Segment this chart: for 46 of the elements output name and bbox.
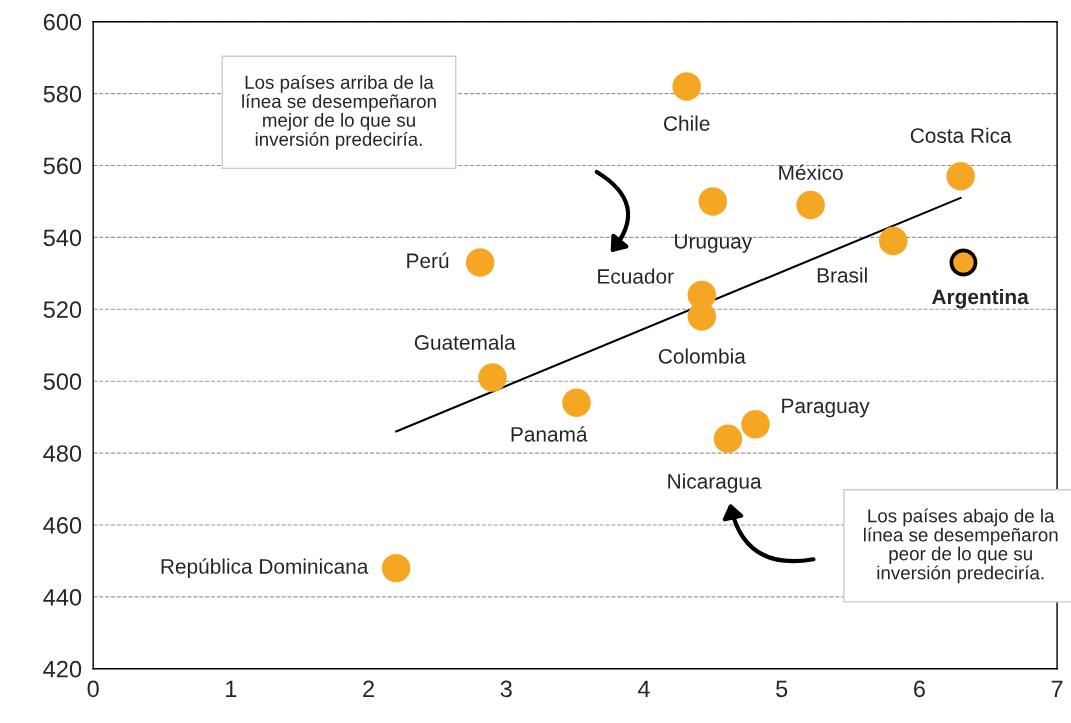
x-tick-label: 0 [87, 680, 99, 698]
annotation: Guatemala [414, 334, 516, 350]
annotation: República Dominicana [161, 558, 369, 578]
annotation: Los países arriba de la línea se desempeñaron mejor de lo que su inversión predeciría. [242, 74, 436, 150]
annotation: Ecuador [598, 268, 674, 284]
annotation: Brasil [817, 267, 867, 283]
annotation: Costa Rica [910, 127, 1012, 143]
x-tick-label: 2 [363, 680, 374, 697]
point [672, 72, 701, 101]
point [562, 388, 591, 417]
annotation: Colombia [658, 348, 746, 364]
annotation: Paraguay [782, 398, 870, 418]
y-tick-label: 540 [43, 229, 82, 247]
y-tick-label: 480 [43, 445, 82, 462]
point [478, 363, 507, 392]
annotation: Los países abajo de la línea se desempeñaron peor de lo que su inversión predeciría. [863, 508, 1058, 584]
x-tick-label: 6 [914, 680, 925, 698]
point [687, 302, 717, 331]
y-tick-label: 500 [43, 373, 82, 390]
y-tick-label: 440 [43, 588, 82, 606]
y-tick-label: 600 [43, 13, 82, 31]
point [381, 553, 411, 583]
y-tick-label: 560 [43, 157, 82, 175]
x-tick-label: 3 [500, 680, 512, 698]
annotation: Panamá [511, 426, 588, 442]
annotation: Argentina [932, 288, 1029, 309]
x-tick-label: 5 [776, 680, 788, 698]
annotation: México [779, 164, 843, 181]
annotation: Chile [663, 115, 710, 131]
point [465, 248, 495, 277]
annotation: Nicaragua [668, 473, 762, 493]
point [713, 424, 743, 453]
point [741, 410, 770, 439]
y-tick-label: 420 [43, 660, 82, 678]
point [878, 226, 908, 256]
x-tick-label: 4 [637, 680, 650, 697]
x-tick-label: 7 [1051, 680, 1063, 697]
y-tick-label: 520 [43, 301, 82, 319]
point [698, 187, 728, 216]
annotation: Perú [407, 252, 449, 269]
y-tick-label: 580 [43, 85, 82, 103]
point [796, 190, 825, 220]
annotation: Uruguay [675, 234, 753, 253]
point [946, 162, 975, 191]
x-tick-label: 1 [226, 680, 237, 697]
y-tick-label: 460 [43, 517, 82, 534]
